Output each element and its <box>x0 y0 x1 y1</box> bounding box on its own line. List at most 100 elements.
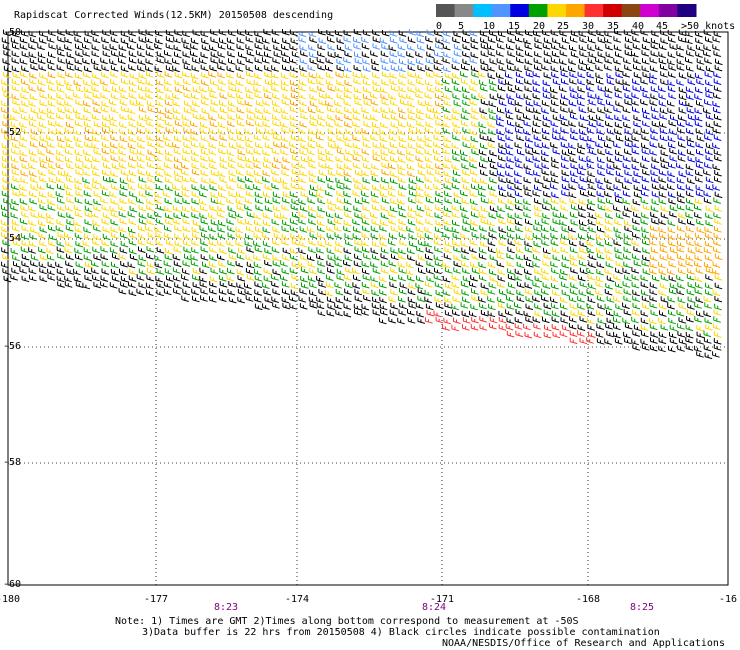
wind-barb <box>550 275 559 283</box>
wind-barb <box>560 120 569 127</box>
wind-barb <box>20 170 29 177</box>
wind-barb <box>604 92 613 99</box>
wind-barb <box>379 183 388 191</box>
wind-barb <box>291 134 299 142</box>
wind-barb <box>82 43 90 50</box>
wind-barb <box>524 43 533 50</box>
wind-barb <box>514 274 522 281</box>
wind-barb <box>622 106 631 114</box>
wind-barb <box>624 337 632 345</box>
wind-barb <box>443 317 452 325</box>
wind-barb <box>442 148 450 155</box>
wind-barb <box>667 296 676 303</box>
wind-barb <box>254 191 263 199</box>
wind-barb <box>713 309 722 316</box>
wind-barb <box>650 134 659 141</box>
wind-barb <box>543 57 552 65</box>
wind-barb <box>595 72 604 80</box>
wind-barb <box>570 92 578 100</box>
wind-barb <box>327 254 336 262</box>
wind-barb <box>253 79 262 87</box>
wind-barb <box>318 29 326 36</box>
wind-barb <box>91 29 99 37</box>
wind-barb <box>551 283 559 290</box>
wind-barb <box>605 283 613 290</box>
wind-barb <box>316 212 325 219</box>
wind-barb <box>552 211 561 219</box>
wind-barb <box>47 113 55 120</box>
wind-barb <box>487 43 495 51</box>
wind-barb <box>696 78 704 86</box>
wind-barb <box>651 183 660 191</box>
wind-barb <box>425 79 433 87</box>
wind-barb <box>388 162 396 170</box>
wind-barb <box>390 289 398 296</box>
wind-barb <box>415 260 424 267</box>
wind-barb <box>2 149 11 157</box>
wind-barb <box>506 177 514 185</box>
wind-barb <box>525 233 534 241</box>
wind-barb <box>83 100 91 107</box>
wind-barb <box>121 78 129 85</box>
wind-barb <box>245 36 254 43</box>
wind-barb <box>615 197 623 204</box>
wind-barb <box>624 43 633 51</box>
wind-barb <box>371 289 380 297</box>
wind-barb <box>91 211 99 218</box>
wind-barb <box>228 296 237 304</box>
wind-barb <box>65 71 73 78</box>
wind-barb <box>73 135 82 143</box>
wind-barb <box>327 267 335 274</box>
wind-barb <box>64 127 73 134</box>
wind-barb <box>237 183 245 190</box>
wind-barb <box>623 155 631 162</box>
wind-barb <box>417 232 425 239</box>
wind-barb <box>435 190 444 198</box>
wind-barb <box>615 78 624 86</box>
wind-barb <box>669 337 678 345</box>
wind-barb <box>65 142 74 149</box>
wind-barb <box>678 72 687 79</box>
wind-barb <box>361 43 370 50</box>
wind-barb <box>343 205 352 213</box>
wind-barb <box>452 240 460 247</box>
wind-barb <box>227 120 235 127</box>
wind-barb <box>714 226 722 233</box>
wind-barb <box>137 183 146 190</box>
wind-barb <box>46 247 55 255</box>
wind-barb <box>379 281 387 289</box>
wind-barb <box>624 225 633 233</box>
wind-barb <box>263 29 271 36</box>
wind-barb <box>2 162 10 170</box>
wind-barb <box>550 296 558 304</box>
wind-barb <box>145 155 154 162</box>
wind-barb <box>353 43 362 50</box>
wind-barb <box>345 128 354 136</box>
wind-barb <box>676 177 685 184</box>
wind-barb <box>246 114 255 121</box>
wind-barb <box>326 176 334 183</box>
wind-barb <box>568 295 577 303</box>
wind-barb <box>460 71 468 78</box>
wind-barb <box>317 267 326 275</box>
wind-barb <box>622 267 631 275</box>
wind-barb <box>253 134 262 141</box>
wind-barb <box>597 197 606 204</box>
wind-barb <box>469 281 477 288</box>
wind-barb <box>460 113 469 121</box>
wind-barb <box>344 65 352 73</box>
wind-barb <box>686 225 694 233</box>
wind-barb <box>100 246 109 253</box>
wind-barb <box>21 254 30 261</box>
wind-barb <box>649 302 658 309</box>
wind-barb <box>397 128 406 136</box>
wind-barb <box>470 65 479 73</box>
wind-barb <box>74 226 83 233</box>
wind-barb <box>596 78 604 85</box>
wind-barb <box>352 107 361 115</box>
legend-swatch <box>621 4 641 17</box>
wind-barb <box>551 162 559 169</box>
wind-barb <box>245 65 254 72</box>
wind-barb <box>550 87 558 94</box>
wind-barb <box>633 64 641 71</box>
